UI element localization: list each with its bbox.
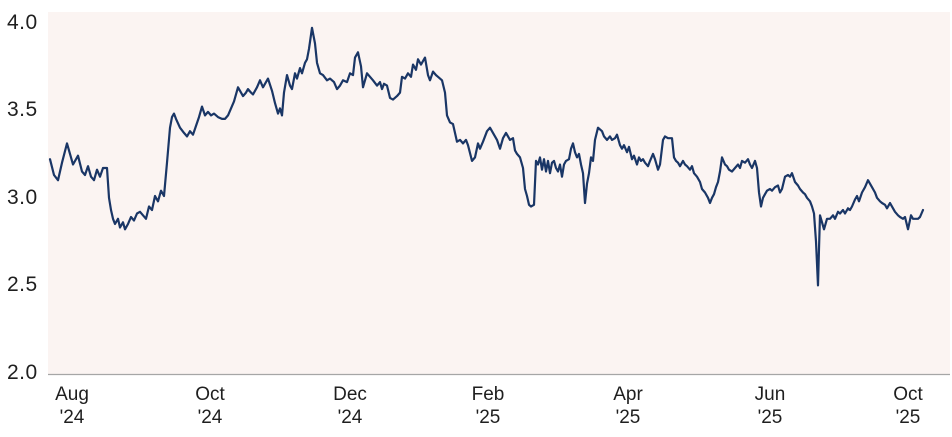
x-axis-label-month: Apr: [613, 384, 643, 405]
x-axis-label-year: '25: [475, 407, 501, 428]
y-axis-label: 4.0: [7, 10, 38, 34]
y-axis-label: 3.0: [7, 185, 38, 209]
x-axis-label: Feb '25: [450, 383, 526, 429]
x-axis-label-year: '24: [197, 407, 223, 428]
x-axis-label: Aug '24: [34, 383, 110, 429]
x-axis-label-year: '25: [757, 407, 783, 428]
x-axis-label-year: '25: [895, 407, 921, 428]
x-axis-label-year: '25: [615, 407, 641, 428]
plot-area: [48, 12, 950, 374]
x-axis-label: Oct '24: [172, 383, 248, 429]
x-axis-label: Jun '25: [732, 383, 808, 429]
x-axis-label: Apr '25: [590, 383, 666, 429]
y-axis-label: 2.5: [7, 273, 38, 297]
x-axis-label: Dec '24: [312, 383, 388, 429]
x-axis-label-month: Feb: [471, 384, 505, 405]
x-axis-label-month: Dec: [333, 384, 367, 405]
x-axis-label-month: Oct: [893, 384, 923, 405]
data-line: [48, 26, 925, 287]
x-axis-label: Oct '25: [870, 383, 946, 429]
x-axis-label-month: Aug: [55, 384, 89, 405]
x-axis-label-year: '24: [59, 407, 85, 428]
y-axis-label: 2.0: [7, 361, 38, 384]
y-axis-label: 3.5: [7, 98, 38, 122]
x-axis-label-year: '24: [337, 407, 363, 428]
x-axis-label-month: Oct: [195, 384, 225, 405]
x-axis-label-month: Jun: [754, 384, 786, 405]
